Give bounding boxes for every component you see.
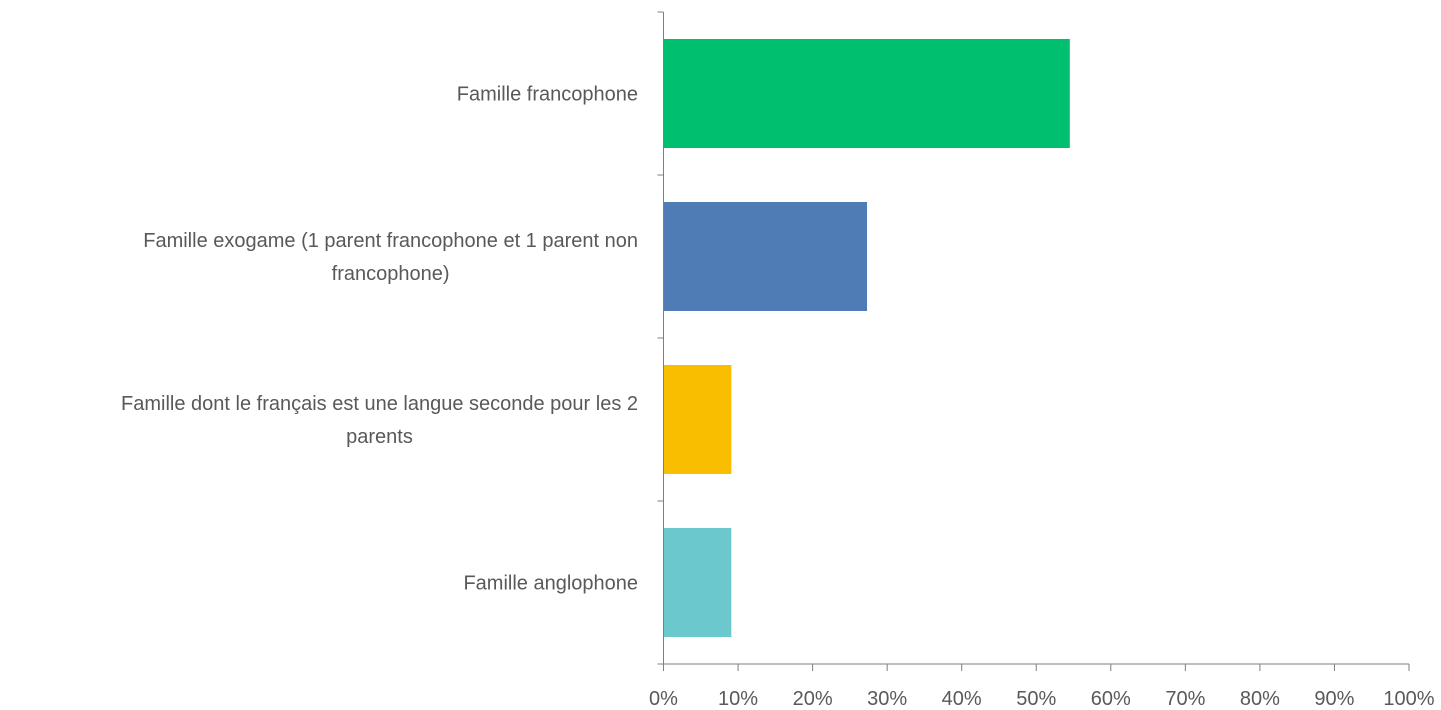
x-tick-label: 10% — [718, 688, 758, 710]
x-tick-label: 90% — [1314, 688, 1354, 710]
x-tick-label: 40% — [942, 688, 982, 710]
x-tick-label: 20% — [793, 688, 833, 710]
bar-2 — [663, 202, 868, 311]
labels-layer: 0% 10% 20% 30% 40% 50% 60% 70% 80% 90% 100% Famille… — [121, 84, 1435, 710]
bar-1 — [663, 39, 1070, 148]
x-tick-label: 100% — [1383, 688, 1434, 710]
bars-layer — [663, 39, 1070, 637]
bar-4 — [663, 528, 732, 637]
category-label-3: parents — [346, 426, 413, 448]
axes-layer — [657, 11, 1410, 671]
category-label-2: Famille exogame (1 parent francophone et… — [143, 230, 638, 252]
category-label-4: Famille anglophone — [463, 573, 638, 595]
x-tick-label: 80% — [1240, 688, 1280, 710]
x-tick-label: 30% — [867, 688, 907, 710]
bar-3 — [663, 365, 732, 474]
category-label-1: Famille francophone — [457, 84, 638, 106]
category-label-2: francophone) — [332, 263, 450, 285]
category-label-3: Famille dont le français est une langue … — [121, 393, 638, 415]
x-tick-label: 0% — [649, 688, 678, 710]
x-tick-label: 60% — [1091, 688, 1131, 710]
x-tick-label: 50% — [1016, 688, 1056, 710]
x-tick-label: 70% — [1165, 688, 1205, 710]
